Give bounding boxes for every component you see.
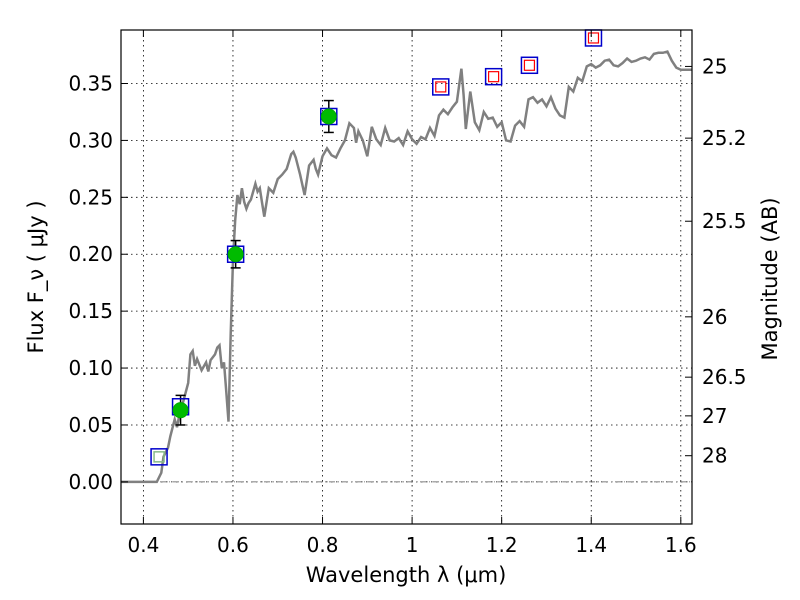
x-tick-label: 0.4 bbox=[127, 533, 159, 557]
data-markers bbox=[150, 29, 603, 466]
right-tick-label: 26.5 bbox=[702, 365, 747, 389]
x-axis-ticks: 0.4 0.6 0.8 1 1.2 1.4 1.6 bbox=[127, 30, 697, 557]
plot-frame bbox=[120, 29, 693, 525]
y-axis-ticks: 0.00 0.05 0.10 0.15 0.20 0.25 0.30 0.35 bbox=[68, 71, 128, 494]
model-band-marker bbox=[520, 56, 539, 75]
detection-marker bbox=[227, 246, 244, 263]
grid bbox=[121, 30, 692, 524]
x-tick-label: 1.4 bbox=[575, 533, 607, 557]
y-tick-label: 0.05 bbox=[68, 413, 113, 437]
x-tick-label: 0.8 bbox=[307, 533, 339, 557]
right-tick-label: 28 bbox=[702, 444, 727, 468]
detection-marker bbox=[172, 402, 189, 419]
y-tick-label: 0.20 bbox=[68, 242, 113, 266]
x-tick-label: 1 bbox=[406, 533, 419, 557]
x-tick-label: 0.6 bbox=[217, 533, 249, 557]
right-axis-ticks: 25 25.2 25.5 26 26.5 27 28 bbox=[685, 54, 747, 468]
right-tick-label: 25 bbox=[702, 54, 727, 78]
right-tick-label: 26 bbox=[702, 305, 727, 329]
y-axis-label-left: Flux F_ν ( μJy ) bbox=[24, 200, 49, 353]
y-tick-label: 0.15 bbox=[68, 299, 113, 323]
y-tick-label: 0.30 bbox=[68, 128, 113, 152]
upper-limit-marker bbox=[435, 81, 447, 93]
model-spectrum-line bbox=[121, 50, 692, 484]
y-tick-label: 0.10 bbox=[68, 356, 113, 380]
x-tick-label: 1.2 bbox=[486, 533, 518, 557]
upper-limit-marker bbox=[488, 71, 500, 83]
detection-marker bbox=[320, 108, 337, 125]
y-tick-label: 0.25 bbox=[68, 185, 113, 209]
upper-limit-marker bbox=[523, 59, 536, 71]
model-band-marker bbox=[484, 67, 503, 86]
right-tick-label: 25.2 bbox=[702, 126, 747, 150]
right-tick-label: 25.5 bbox=[702, 209, 747, 233]
y-axis-label-right: Magnitude (AB) bbox=[758, 197, 782, 360]
upper-limit-marker bbox=[587, 32, 600, 44]
right-tick-label: 27 bbox=[702, 404, 727, 428]
y-tick-label: 0.00 bbox=[68, 470, 113, 494]
y-tick-label: 0.35 bbox=[68, 71, 113, 95]
x-tick-label: 1.6 bbox=[665, 533, 697, 557]
faint-band-marker bbox=[153, 451, 165, 463]
x-axis-label: Wavelength λ (μm) bbox=[306, 563, 507, 587]
model-band-marker bbox=[432, 78, 450, 96]
model-band-marker bbox=[150, 448, 168, 466]
